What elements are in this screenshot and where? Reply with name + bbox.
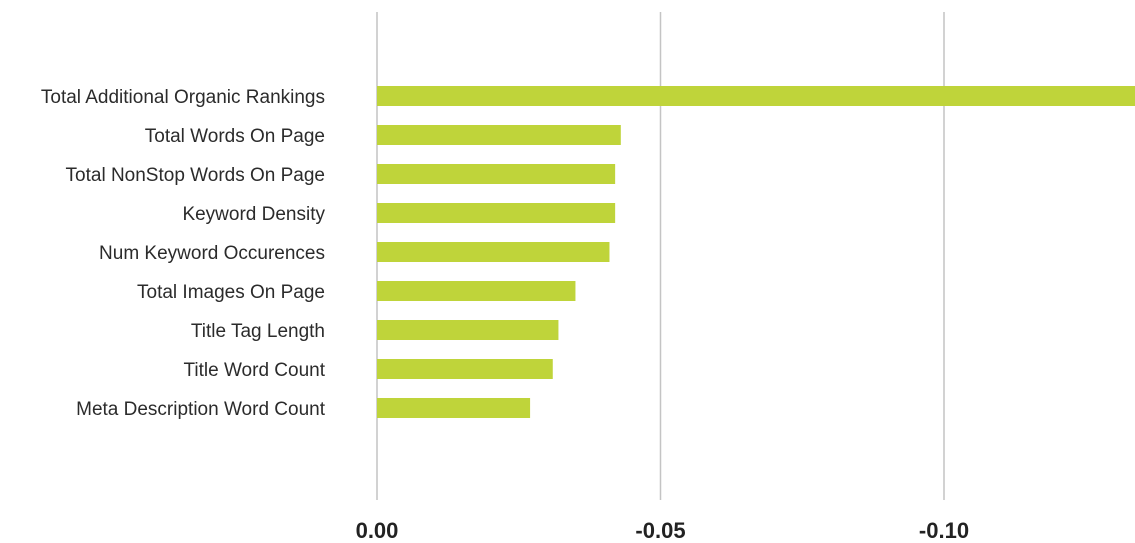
category-label: Title Tag Length — [191, 321, 325, 342]
bar — [377, 398, 531, 418]
bar — [377, 164, 616, 184]
x-tick-label: 0.00 — [356, 518, 399, 543]
x-tick-label: -0.10 — [919, 518, 969, 543]
bar — [377, 125, 621, 145]
bar — [377, 359, 553, 379]
category-label: Total Words On Page — [145, 126, 325, 147]
bar — [377, 281, 576, 301]
bars — [377, 86, 1135, 418]
x-tick-label: -0.05 — [635, 518, 685, 543]
category-label: Num Keyword Occurences — [99, 243, 325, 264]
bar — [377, 242, 610, 262]
bar — [377, 86, 1135, 106]
bar — [377, 203, 616, 223]
category-label: Total Additional Organic Rankings — [41, 87, 325, 108]
category-label: Total NonStop Words On Page — [66, 165, 325, 186]
category-labels: Total Additional Organic Rankings Total W… — [41, 87, 326, 420]
bar — [377, 320, 559, 340]
x-tick-labels: 0.00 -0.05 -0.10 — [356, 518, 969, 543]
category-label: Total Images On Page — [137, 282, 325, 303]
category-label: Keyword Density — [182, 204, 325, 225]
category-label: Meta Description Word Count — [76, 399, 326, 420]
category-label: Title Word Count — [184, 360, 326, 381]
